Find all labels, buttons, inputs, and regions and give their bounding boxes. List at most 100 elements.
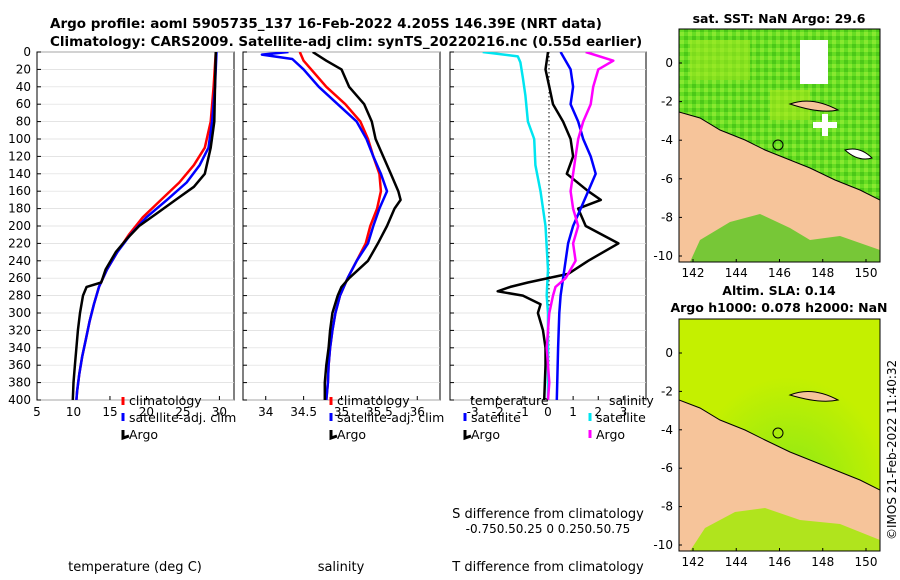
series-line-satellite-adj-clim — [260, 52, 389, 400]
map-x-tick-label: 144 — [725, 555, 748, 569]
x-tick-label: 25 — [175, 405, 190, 419]
depth-tick-label: 200 — [8, 219, 31, 233]
depth-tick-label: 0 — [23, 45, 31, 59]
x-tick-label: -3 — [467, 405, 479, 419]
difference-x-tick-labels: -3 -2 -1 0 1 2 3 — [467, 396, 628, 419]
legend-title-salinity: salinity — [609, 393, 654, 408]
salinity-x-label: salinity — [318, 560, 365, 575]
series-line-temperature-satellite — [482, 52, 550, 400]
depth-tick-label: 340 — [8, 341, 31, 355]
map-y-tick-label: -2 — [661, 95, 673, 109]
depth-tick-label: 240 — [8, 254, 31, 268]
map-x-tick-label: 150 — [855, 555, 878, 569]
x-tick-label: 5 — [33, 405, 41, 419]
sst-coastal-sea — [690, 214, 880, 262]
x-tick-label: 2 — [594, 405, 602, 419]
difference-legend: temperature salinity satellite Argo sate… — [463, 393, 654, 442]
sla-argo-position-marker — [772, 427, 784, 439]
difference-top-x-tick-labels: -0.750.50.25 0 0.250.50.75 — [466, 522, 631, 536]
map-x-tick-label: 142 — [682, 266, 705, 280]
sst-argo-position-marker — [772, 139, 784, 151]
series-line-temperature-argo — [496, 52, 620, 400]
depth-tick-label: 220 — [8, 236, 31, 250]
legend-argo: Argo — [129, 427, 158, 442]
timestamp-stamp: ©IMOS 21-Feb-2022 11:40:32 — [885, 360, 899, 540]
sla-land-new-britain — [788, 390, 840, 402]
figure-title-line1: Argo profile: aoml 5905735_137 16-Feb-20… — [50, 16, 602, 32]
x-tick-label: 36 — [410, 405, 425, 419]
sla-map-tick-labels: 142 144 146 148 150 0 -2 -4 -6 -8 -10 — [653, 346, 877, 569]
sst-map: sat. SST: NaN Argo: 29.6 142 144 146 148 150… — [653, 11, 881, 280]
salinity-x-tick-labels: 34 34.5 35 35.5 36 — [258, 396, 425, 419]
x-tick-label: 3 — [620, 405, 628, 419]
map-x-tick-label: 146 — [768, 266, 791, 280]
map-y-tick-label: -6 — [661, 172, 673, 186]
depth-tick-label: 300 — [8, 306, 31, 320]
legend-t-satellite: satellite — [471, 410, 521, 425]
legend-climatology: climatology — [129, 393, 202, 408]
depth-tick-label: 360 — [8, 358, 31, 372]
depth-tick-label: 180 — [8, 202, 31, 216]
sst-land-new-britain — [788, 100, 840, 112]
map-y-tick-label: -4 — [661, 133, 673, 147]
map-x-tick-label: 146 — [768, 555, 791, 569]
map-x-tick-label: 144 — [725, 266, 748, 280]
sst-map-tick-labels: 142 144 146 148 150 0 -2 -4 -6 -8 -10 — [653, 56, 877, 280]
legend-argo: Argo — [337, 427, 366, 442]
map-y-tick-label: 0 — [665, 56, 673, 70]
map-y-tick-label: -2 — [661, 384, 673, 398]
depth-tick-label: 380 — [8, 376, 31, 390]
salinity-panel: 34 34.5 35 35.5 36 salinity climatology sate… — [242, 51, 444, 575]
x-tick-label: 34.5 — [290, 405, 317, 419]
map-x-tick-label: 150 — [855, 266, 878, 280]
map-y-tick-label: 0 — [665, 346, 673, 360]
series-line-argo — [71, 52, 218, 400]
depth-tick-label: 60 — [16, 97, 31, 111]
temperature-x-tick-labels: 5 10 15 20 25 30 — [33, 396, 227, 419]
difference-x-label: T difference from climatology — [451, 560, 644, 575]
depth-tick-label: 160 — [8, 184, 31, 198]
legend-s-satellite: satellite — [596, 410, 646, 425]
x-tick-label: 0 — [544, 405, 552, 419]
x-tick-label: 20 — [139, 405, 154, 419]
legend-marker-argo — [121, 430, 130, 441]
legend-satellite: satellite-adj. clim — [337, 410, 444, 425]
sst-nodata-patch — [800, 40, 828, 84]
sst-island — [843, 148, 873, 160]
legend-climatology: climatology — [337, 393, 410, 408]
depth-tick-label: 260 — [8, 271, 31, 285]
sst-nodata-patch — [822, 114, 828, 136]
legend-s-argo: Argo — [596, 427, 625, 442]
legend-title-temperature: temperature — [470, 393, 549, 408]
depth-tick-labels: 0 20 40 60 80 100 120 140 160 180 200 220 240 260 280 3… — [8, 45, 31, 407]
map-y-tick-label: -10 — [653, 249, 673, 263]
legend-satellite: satellite-adj. clim — [129, 410, 236, 425]
sla-map-title-line2: Argo h1000: 0.078 h2000: NaN — [670, 300, 887, 315]
depth-tick-label: 100 — [8, 132, 31, 146]
salinity-legend: climatology satellite-adj. clim Argo — [329, 393, 444, 442]
map-y-tick-label: -8 — [661, 210, 673, 224]
salinity-series — [260, 52, 402, 400]
depth-tick-label: 320 — [8, 323, 31, 337]
sla-map-title-line1: Altim. SLA: 0.14 — [722, 283, 836, 298]
series-line-argo — [312, 52, 402, 400]
map-x-tick-label: 142 — [682, 555, 705, 569]
depth-tick-label: 80 — [16, 115, 31, 129]
x-tick-label: 35 — [334, 405, 349, 419]
depth-tick-label: 20 — [16, 62, 31, 76]
depth-tick-label: 40 — [16, 80, 31, 94]
map-y-tick-label: -6 — [661, 461, 673, 475]
difference-panel: -3 -2 -1 0 1 2 3 T difference from climatology… — [449, 51, 654, 575]
temperature-grid — [37, 51, 234, 401]
depth-tick-label: 140 — [8, 167, 31, 181]
x-tick-label: -1 — [517, 405, 529, 419]
temperature-panel: 0 20 40 60 80 100 120 140 160 180 200 220 240 260 280 3… — [8, 45, 236, 575]
x-tick-label: 1 — [569, 405, 577, 419]
series-line-salinity-argo — [545, 52, 615, 400]
x-tick-label: 10 — [66, 405, 81, 419]
x-tick-label: 15 — [102, 405, 117, 419]
difference-series — [482, 52, 620, 400]
sla-map: Altim. SLA: 0.14 Argo h1000: 0.078 h2000… — [653, 283, 887, 569]
series-line-salinity-satellite — [555, 52, 597, 400]
